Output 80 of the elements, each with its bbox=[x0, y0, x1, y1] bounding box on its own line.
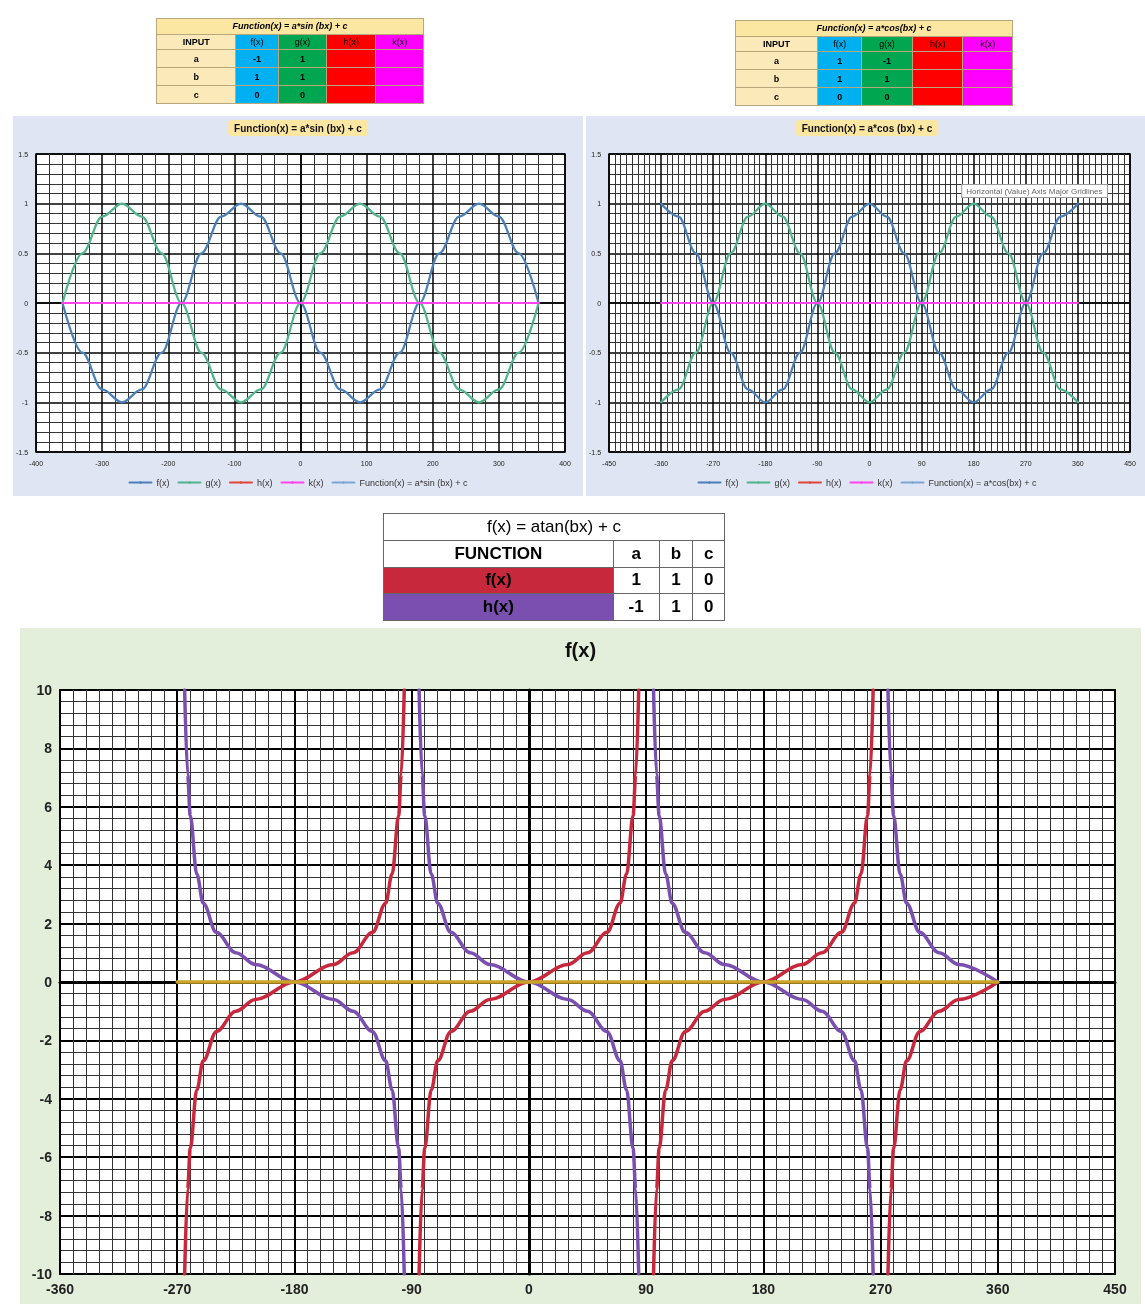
text: 0 bbox=[299, 89, 305, 100]
category-label: f(x) bbox=[817, 36, 862, 52]
x-tick-label: 360 bbox=[986, 1281, 1010, 1297]
text: 1 bbox=[631, 570, 641, 590]
x-tick-label: -270 bbox=[163, 1281, 192, 1297]
category-label: k(x) bbox=[962, 36, 1013, 52]
x-tick-label: 0 bbox=[524, 1281, 533, 1297]
y-tick-label: -6 bbox=[39, 1149, 53, 1166]
category-label: INPUT bbox=[735, 36, 818, 52]
chart-title: f(x) bbox=[564, 639, 597, 661]
category-label: a bbox=[193, 53, 199, 64]
text: -1 bbox=[628, 597, 644, 617]
legend-label: f(x) bbox=[156, 477, 170, 488]
text: 1 bbox=[837, 55, 843, 66]
y-tick-label: 6 bbox=[44, 798, 53, 815]
text: Function(x) = a*sin (bx) + c bbox=[156, 18, 424, 35]
category-label: a bbox=[774, 55, 780, 66]
legend-label: f(x) bbox=[725, 477, 739, 488]
y-tick-label: 8 bbox=[44, 740, 53, 757]
category-label: FUNCTION bbox=[383, 540, 614, 567]
category-label: f(x) bbox=[485, 570, 512, 590]
category-label: h(x) bbox=[482, 597, 514, 617]
chart-title: Function(x) = a*cos (bx) + c bbox=[801, 122, 933, 134]
category-label: h(x) bbox=[326, 34, 376, 50]
x-tick-label: 270 bbox=[868, 1281, 893, 1297]
x-tick-label: -180 bbox=[280, 1281, 309, 1297]
text: 1 bbox=[299, 71, 305, 82]
legend-label: Function(x) = a*sin (bx) + c bbox=[359, 477, 469, 488]
text: 0 bbox=[837, 91, 843, 102]
category-label: c bbox=[774, 91, 780, 102]
category-label: b bbox=[659, 540, 693, 567]
category-label: b bbox=[193, 71, 199, 82]
y-tick-label: -8 bbox=[39, 1207, 53, 1224]
y-tick-label: -2 bbox=[39, 1032, 53, 1049]
text: 1 bbox=[671, 570, 681, 590]
x-tick-label: 450 bbox=[1103, 1281, 1127, 1297]
category-label: f(x) bbox=[235, 34, 279, 50]
category-label: b bbox=[773, 73, 780, 84]
chart-title: Function(x) = a*sin (bx) + c bbox=[234, 122, 363, 134]
text: 0 bbox=[884, 91, 890, 102]
x-tick-label: -90 bbox=[401, 1281, 422, 1297]
text: 0 bbox=[703, 570, 714, 590]
text: -1 bbox=[882, 55, 891, 66]
y-tick-label: 10 bbox=[36, 682, 53, 698]
category-label: INPUT bbox=[156, 34, 236, 50]
category-label: c bbox=[193, 89, 199, 100]
text: 0 bbox=[703, 597, 714, 617]
x-tick-label: -360 bbox=[45, 1281, 75, 1297]
line-series bbox=[660, 202, 1080, 404]
x-tick-label: 180 bbox=[751, 1281, 776, 1297]
x-tick-label: 90 bbox=[638, 1281, 655, 1297]
text: f(x) = atan(bx) + c bbox=[383, 513, 725, 541]
y-tick-label: 0 bbox=[44, 974, 53, 990]
text: 1 bbox=[254, 71, 260, 82]
text: 1 bbox=[884, 73, 890, 84]
legend-label: Function(x) = a*cos(bx) + c bbox=[928, 477, 1038, 488]
legend-label: h(x) bbox=[256, 477, 273, 488]
text: 0 bbox=[254, 89, 260, 100]
text: -1 bbox=[252, 53, 261, 64]
line-series bbox=[61, 202, 540, 404]
text: Function(x) = a*cos(bx) + c bbox=[735, 20, 1013, 37]
category-label: k(x) bbox=[375, 34, 424, 50]
category-label: c bbox=[692, 540, 725, 567]
y-tick-label: 4 bbox=[44, 857, 53, 874]
text: 1 bbox=[671, 597, 681, 617]
legend-label: k(x) bbox=[877, 477, 893, 488]
y-tick-label: -10 bbox=[31, 1266, 53, 1282]
y-tick-label: 2 bbox=[44, 915, 53, 932]
text: 1 bbox=[299, 53, 305, 64]
y-tick-label: -4 bbox=[39, 1090, 53, 1107]
annotation: Horizontal (Value) Axis Major Gridlines bbox=[966, 186, 1103, 196]
category-label: g(x) bbox=[861, 36, 913, 52]
category-label: h(x) bbox=[912, 36, 963, 52]
category-label: a bbox=[613, 540, 660, 567]
legend-label: k(x) bbox=[308, 477, 324, 488]
legend-label: g(x) bbox=[774, 477, 790, 488]
text: 1 bbox=[837, 73, 843, 84]
category-label: g(x) bbox=[278, 34, 327, 50]
legend-label: h(x) bbox=[825, 477, 842, 488]
legend-label: g(x) bbox=[205, 477, 221, 488]
